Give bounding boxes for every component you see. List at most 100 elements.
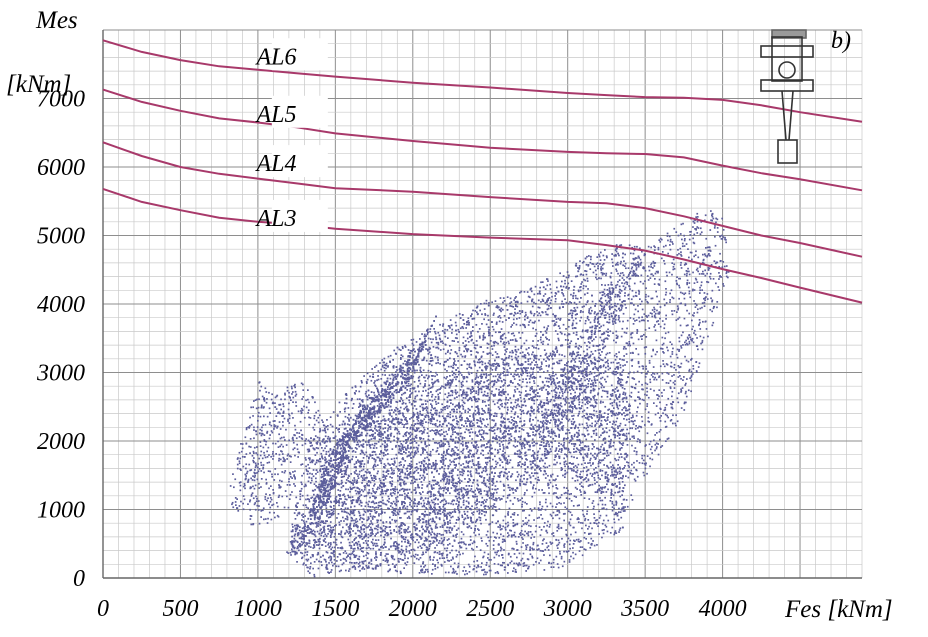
scatter-point: [493, 342, 496, 345]
scatter-point: [597, 349, 600, 351]
scatter-point: [513, 394, 515, 397]
scatter-point: [319, 490, 322, 493]
scatter-point: [550, 390, 553, 392]
scatter-point: [421, 333, 423, 335]
scatter-point: [526, 393, 528, 396]
scatter-point: [500, 307, 503, 310]
scatter-point: [388, 439, 390, 442]
scatter-point: [497, 363, 500, 365]
scatter-point: [533, 301, 535, 304]
scatter-point: [506, 369, 509, 371]
scatter-point: [444, 335, 447, 338]
scatter-point: [533, 382, 536, 384]
scatter-point: [512, 487, 514, 490]
scatter-point: [425, 507, 427, 509]
scatter-point: [308, 458, 311, 461]
scatter-point: [423, 505, 426, 508]
scatter-point: [304, 457, 307, 459]
scatter-point: [356, 526, 359, 529]
scatter-point: [320, 528, 322, 531]
scatter-point: [387, 553, 389, 555]
scatter-point: [365, 554, 367, 557]
scatter-point: [365, 395, 368, 397]
scatter-point: [319, 541, 321, 543]
scatter-point: [386, 488, 388, 491]
scatter-point: [335, 471, 338, 473]
scatter-point: [416, 518, 419, 520]
scatter-point: [379, 362, 381, 364]
scatter-point: [448, 514, 451, 517]
scatter-point: [499, 373, 502, 375]
scatter-point: [423, 540, 426, 542]
scatter-point: [409, 434, 412, 437]
scatter-point: [304, 515, 306, 517]
scatter-point: [540, 336, 542, 339]
scatter-point: [525, 471, 528, 474]
scatter-point: [359, 490, 361, 493]
scatter-point: [328, 496, 331, 498]
scatter-point: [524, 354, 527, 357]
scatter-point: [424, 497, 427, 500]
scatter-point: [529, 319, 532, 322]
scatter-point: [391, 419, 394, 421]
scatter-point: [492, 504, 494, 507]
scatter-point: [346, 466, 349, 469]
scatter-point: [309, 566, 312, 568]
scatter-point: [431, 359, 434, 362]
scatter-point: [345, 470, 347, 473]
scatter-point: [512, 382, 514, 384]
scatter-point: [495, 381, 498, 384]
scatter-point: [416, 394, 419, 397]
scatter-point: [499, 374, 501, 376]
scatter-point: [428, 531, 430, 534]
scatter-point: [621, 282, 623, 284]
scatter-point: [432, 487, 435, 490]
scatter-point: [458, 496, 460, 499]
scatter-point: [386, 458, 389, 461]
scatter-point: [526, 369, 528, 372]
scatter-point: [474, 507, 476, 510]
scatter-point: [328, 572, 330, 574]
scatter-point: [502, 363, 505, 365]
scatter-point: [592, 271, 595, 274]
scatter-point: [512, 420, 515, 422]
scatter-point: [357, 477, 360, 479]
scatter-point: [481, 436, 483, 438]
scatter-point: [326, 520, 328, 522]
scatter-point: [443, 474, 446, 476]
scatter-point: [426, 348, 429, 351]
scatter-point: [516, 368, 518, 370]
scatter-point: [427, 570, 429, 573]
scatter-point: [606, 321, 608, 323]
scatter-point: [570, 392, 572, 395]
scatter-point: [526, 316, 529, 319]
scatter-point: [363, 463, 366, 465]
scatter-point: [487, 423, 489, 426]
scatter-point: [290, 530, 293, 533]
scatter-point: [482, 336, 485, 338]
scatter-point: [484, 484, 487, 486]
scatter-point: [586, 292, 589, 294]
scatter-point: [571, 388, 574, 390]
scatter-point: [605, 525, 608, 528]
scatter-point: [584, 270, 586, 272]
scatter-point: [319, 443, 322, 446]
scatter-point: [377, 426, 380, 428]
scatter-point: [559, 396, 561, 399]
scatter-point: [322, 535, 325, 538]
scatter-point: [376, 387, 378, 390]
scatter-point: [502, 495, 505, 498]
scatter-point: [408, 517, 411, 520]
scatter-point: [600, 377, 602, 380]
scatter-point: [502, 455, 505, 458]
scatter-point: [382, 361, 385, 364]
scatter-point: [601, 272, 604, 275]
scatter-point: [315, 526, 318, 528]
scatter-point: [342, 454, 344, 457]
scatter-point: [374, 442, 376, 445]
scatter-point: [522, 323, 524, 326]
scatter-point: [329, 512, 332, 515]
scatter-point: [498, 436, 500, 438]
scatter-point: [434, 503, 437, 505]
scatter-point: [461, 355, 464, 358]
